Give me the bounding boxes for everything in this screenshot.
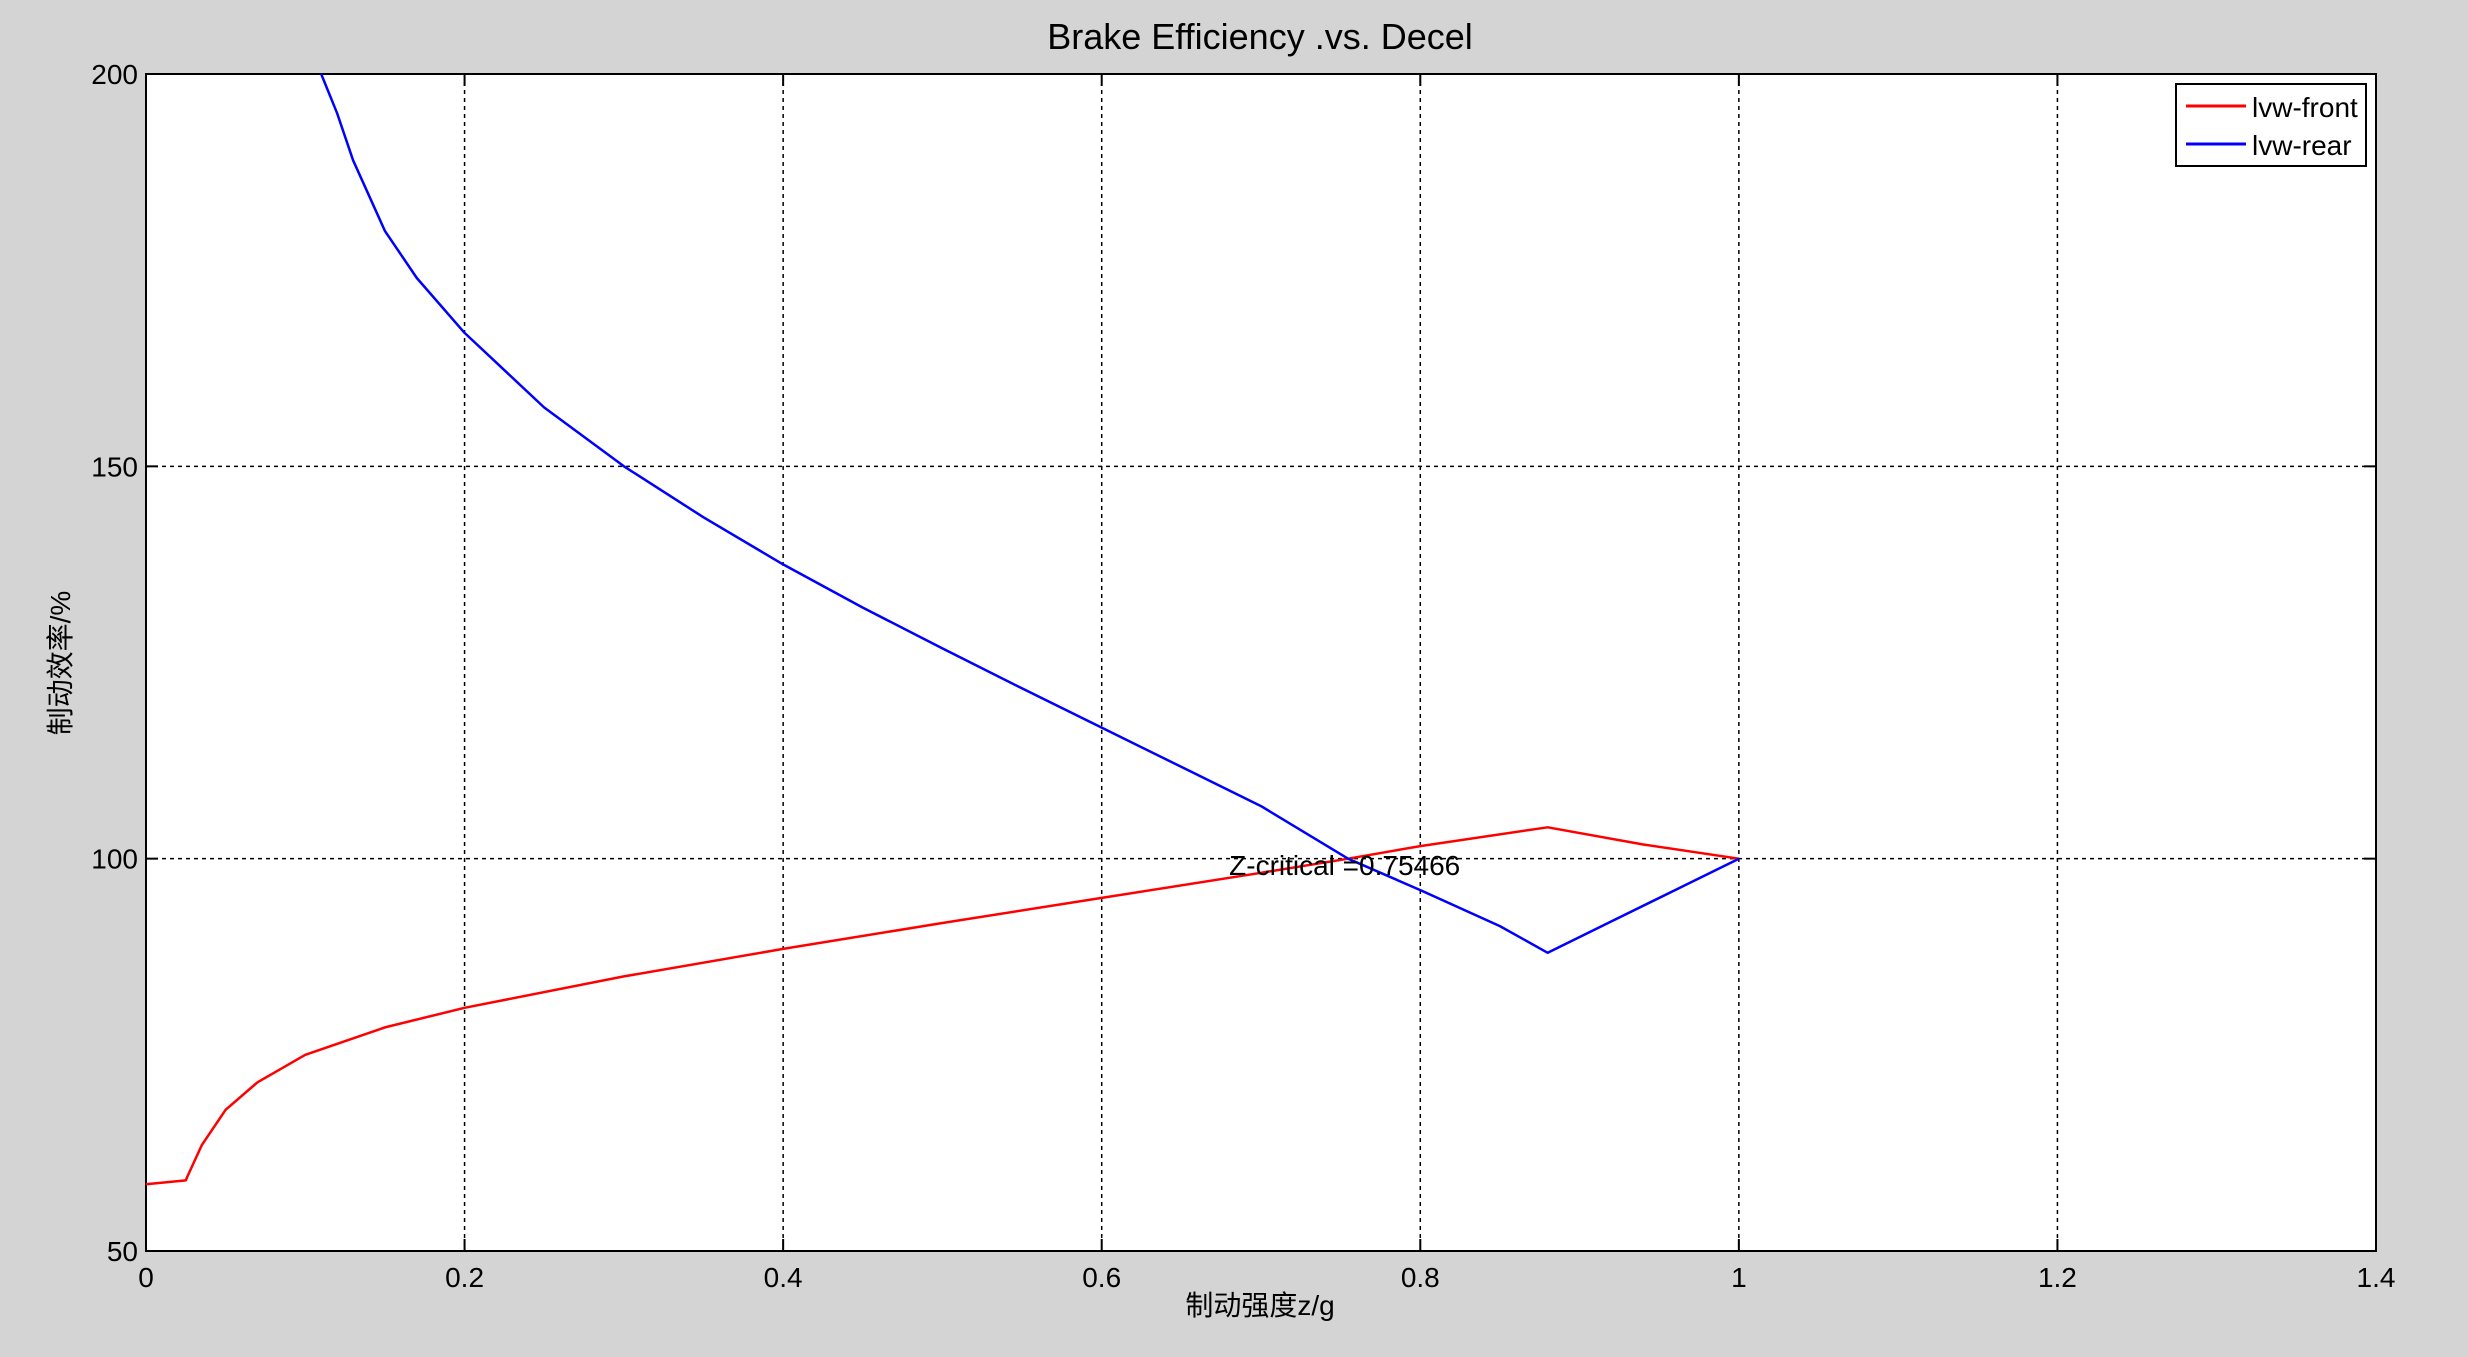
x-axis-label: 制动强度z/g	[1185, 1290, 1334, 1321]
chart-title: Brake Efficiency .vs. Decel	[1047, 16, 1473, 57]
legend-label-front: lvw-front	[2252, 92, 2358, 123]
x-tick-label: 0.6	[1082, 1262, 1121, 1293]
annotations: Z-critical =0.75466	[1229, 850, 1460, 881]
x-tick-label: 0.2	[445, 1262, 484, 1293]
x-tick-label: 0.4	[764, 1262, 803, 1293]
x-tick-label: 0	[138, 1262, 154, 1293]
y-tick-label: 100	[91, 844, 138, 875]
y-tick-label: 200	[91, 59, 138, 90]
x-tick-label: 1.4	[2357, 1262, 2396, 1293]
plot-area	[146, 74, 2376, 1251]
x-tick-label: 1.2	[2038, 1262, 2077, 1293]
x-tick-label: 1	[1731, 1262, 1747, 1293]
y-axis-label: 制动效率/%	[45, 591, 76, 736]
legend: lvw-front lvw-rear	[2176, 84, 2366, 166]
y-tick-label: 50	[107, 1236, 138, 1267]
y-tick-label: 150	[91, 451, 138, 482]
annotation-z-critical: Z-critical =0.75466	[1229, 850, 1460, 881]
legend-label-rear: lvw-rear	[2252, 130, 2352, 161]
x-tick-label: 0.8	[1401, 1262, 1440, 1293]
